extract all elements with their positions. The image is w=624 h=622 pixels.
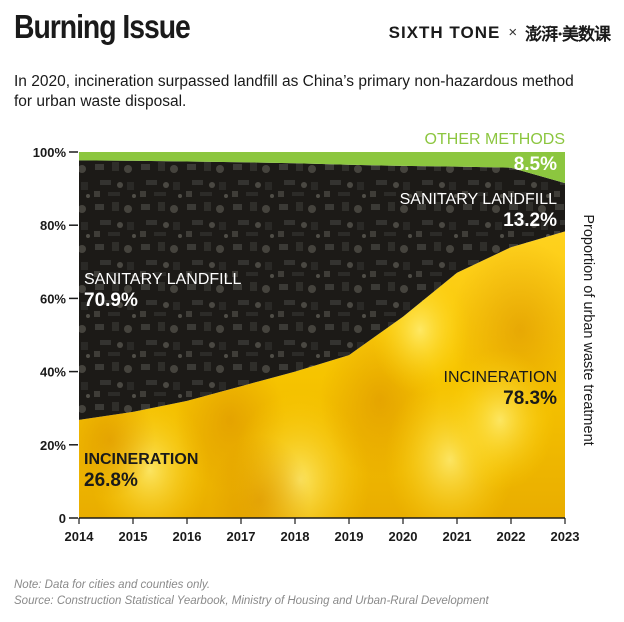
x-tick-label: 2021 xyxy=(443,529,472,544)
area-sanitary-landfill xyxy=(79,160,565,420)
x-tick-label: 2016 xyxy=(173,529,202,544)
label-incineration-2023-name: INCINERATION xyxy=(444,369,557,386)
label-incineration-2014-value: 26.8% xyxy=(84,470,138,491)
y-tick-label: 100% xyxy=(33,145,67,160)
y-tick-label: 80% xyxy=(40,218,66,233)
y-axis: 0 20% 40% 60% 80% 100% xyxy=(33,145,78,526)
label-landfill-2014-name: SANITARY LANDFILL xyxy=(84,271,241,288)
x-axis: 2014 2015 2016 2017 2018 2019 2020 2021 2022 2023 xyxy=(65,518,580,544)
stacked-area-chart: 020%40%60%80%100% 2014 2015 2016 2017 2018 20… xyxy=(33,131,596,544)
page-title: Burning Issue xyxy=(14,8,191,45)
footnote-source: Source: Construction Statistical Yearboo… xyxy=(14,595,489,607)
y-tick-label: 0 xyxy=(59,511,66,526)
x-tick-label: 2015 xyxy=(119,529,148,544)
footnote: Note: Data for cities and counties only.… xyxy=(14,577,489,609)
y-axis-title: Proportion of urban waste treatment xyxy=(580,214,596,445)
y-tick-label: 60% xyxy=(40,291,66,306)
label-incineration-2014-name: INCINERATION xyxy=(84,451,198,468)
x-tick-label: 2017 xyxy=(227,529,256,544)
y-tick-label: 20% xyxy=(40,438,66,453)
x-tick-label: 2022 xyxy=(497,529,526,544)
label-landfill-2014-value: 70.9% xyxy=(84,290,138,311)
label-other-2023-value: 8.5% xyxy=(514,154,557,175)
flame-highlight xyxy=(210,435,310,518)
y-tick-label: 40% xyxy=(40,365,66,380)
x-tick-label: 2018 xyxy=(281,529,310,544)
x-tick-label: 2014 xyxy=(65,529,95,544)
footnote-note: Note: Data for cities and counties only. xyxy=(14,579,211,591)
x-tick-label: 2019 xyxy=(335,529,364,544)
label-landfill-2023-name: SANITARY LANDFILL xyxy=(400,191,557,208)
chart-subtitle: In 2020, incineration surpassed landfill… xyxy=(14,73,574,110)
flame-highlight xyxy=(445,348,555,492)
sixth-tone-logo: SIXTH TONE xyxy=(388,22,501,42)
brand-logos: SIXTH TONE × 澎湃·美数课 xyxy=(388,20,611,46)
brand-separator: × xyxy=(508,24,518,41)
the-paper-logo: 澎湃·美数课 xyxy=(525,25,611,45)
label-incineration-2023-value: 78.3% xyxy=(503,388,557,409)
flame-texture xyxy=(79,239,565,518)
area-other-methods xyxy=(79,152,565,184)
x-tick-label: 2023 xyxy=(551,529,580,544)
label-landfill-2023-value: 13.2% xyxy=(503,210,557,231)
label-other-2023-name: OTHER METHODS xyxy=(425,131,565,148)
x-tick-label: 2020 xyxy=(389,529,418,544)
